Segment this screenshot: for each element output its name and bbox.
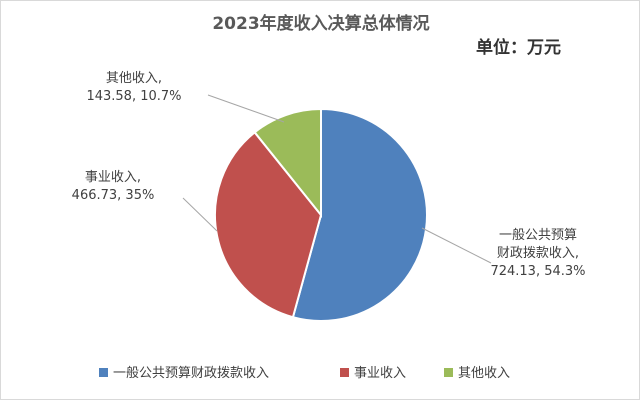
data-label-slice-2-line-2: 143.58, 10.7% [86,89,181,104]
pie-slice-2 [253,107,322,218]
leader-line-slice-1 [182,197,218,232]
data-label-slice-2-line-1: 其他收入, [106,71,162,86]
pie-slices [214,107,428,322]
data-label-slice-1-line-1: 事业收入, [85,170,141,185]
pie-slice-0 [291,107,428,322]
legend-swatch-0 [99,368,108,377]
chart-title: 2023年度收入决算总体情况 [212,13,429,34]
unit-label: 单位：万元 [476,37,561,58]
leader-line-slice-0 [421,227,492,264]
leader-line-slice-2 [207,94,285,123]
legend: 一般公共预算财政拨款收入 事业收入 其他收入 [99,365,510,381]
legend-label-2: 其他收入 [458,366,510,381]
data-label-slice-0-line-1: 一般公共预算 [499,227,577,243]
legend-swatch-2 [444,368,453,377]
data-label-slice-1-line-2: 466.73, 35% [72,188,155,203]
legend-label-0: 一般公共预算财政拨款收入 [113,365,269,381]
data-label-slice-0-line-2: 财政拨款收入, [497,246,579,261]
data-label-slice-0-line-3: 724.13, 54.3% [490,264,585,279]
legend-swatch-1 [340,368,349,377]
pie-slice-1 [214,130,323,319]
legend-label-1: 事业收入 [354,366,406,381]
